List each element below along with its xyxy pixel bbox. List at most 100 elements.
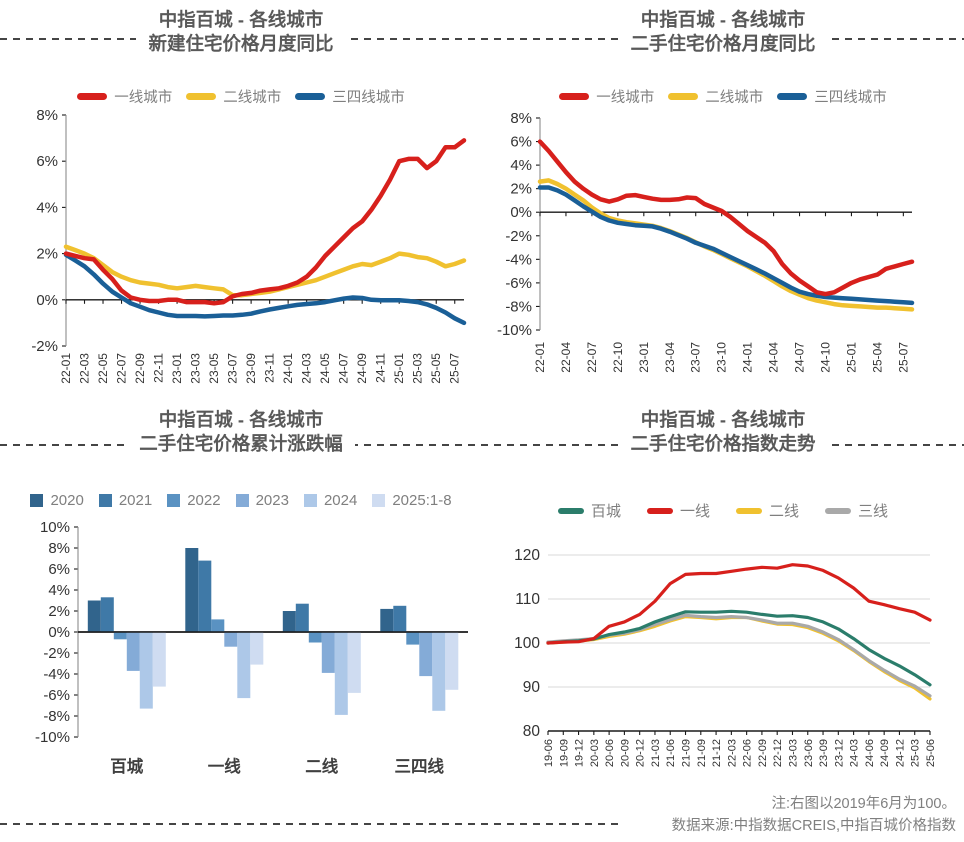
legend-swatch — [646, 507, 673, 514]
legend-label: 一线 — [679, 503, 710, 520]
axis-label: -2% — [31, 338, 58, 355]
bar — [185, 548, 199, 632]
axis-label: 2% — [510, 181, 532, 198]
legend-label: 二线城市 — [223, 90, 282, 106]
axis-label: 21-09 — [696, 739, 708, 767]
legend-swatch — [77, 93, 108, 100]
axis-label: 22-01 — [533, 342, 547, 373]
bar — [126, 632, 140, 671]
chart-cell-new-home-yoy: 中指百城 - 各线城市 新建住宅价格月度同比 一线城市 二线城市 三四线城市 8% 6… — [0, 0, 482, 400]
axis-label: 22-07 — [585, 342, 599, 373]
axis-label: 4% — [48, 582, 70, 599]
axis-label: 二线 — [305, 756, 339, 776]
chart-title-line2: 二手住宅价格月度同比 — [618, 32, 828, 57]
chart-cell-price-index: 中指百城 - 各线城市 二手住宅价格指数走势 百城 一线 二线 三线 120 110 10… — [482, 400, 964, 800]
axis-label: 24-03 — [300, 353, 314, 384]
axis-label: 20-03 — [589, 739, 601, 767]
axis-label: 0% — [48, 624, 70, 641]
axis-label: 百城 — [110, 757, 144, 776]
data-source: 数据来源:中指数据CREIS,中指百城价格指数 — [671, 818, 956, 834]
axis-label: 20-12 — [635, 739, 647, 767]
axis-label: 0% — [36, 292, 58, 309]
chart-legend: 一线城市 二线城市 三四线城市 — [0, 86, 482, 107]
axis-label: 24-10 — [818, 342, 832, 373]
bar — [224, 632, 238, 647]
series-line — [537, 185, 915, 306]
dashed-divider-bottom — [0, 823, 622, 825]
axis-label: -4% — [43, 666, 70, 683]
legend-swatch — [825, 507, 852, 514]
axis-label: 25-03 — [411, 353, 425, 384]
chart-title-cumulative-change: 中指百城 - 各线城市 二手住宅价格累计涨跌幅 — [0, 408, 482, 457]
legend-item: 一线城市 — [77, 86, 172, 107]
axis-label: 22-09 — [757, 739, 769, 767]
legend-item: 2022 — [167, 492, 221, 509]
axis-label: 23-01 — [170, 353, 184, 384]
axis-label: 25-07 — [896, 342, 910, 373]
axis-label: -2% — [43, 645, 70, 662]
series-line — [63, 252, 467, 326]
axis-label: 23-04 — [663, 342, 677, 373]
axis-label: 23-10 — [715, 342, 729, 373]
bar — [380, 608, 394, 632]
legend-swatch — [557, 507, 584, 514]
axis-label: 6% — [48, 561, 70, 578]
legend-item: 2020 — [30, 492, 84, 509]
legend-swatch — [303, 494, 317, 507]
axis-label: 三四线 — [395, 756, 445, 776]
axis-label: 23-11 — [263, 353, 277, 383]
axis-label: -6% — [505, 275, 532, 292]
axis-label: 25-04 — [870, 342, 884, 373]
axis-label: -4% — [505, 251, 532, 268]
bar — [393, 605, 407, 633]
series-line — [63, 138, 467, 306]
axis-label: 100 — [514, 635, 540, 652]
bar — [432, 632, 446, 711]
axis-label: 24-03 — [849, 739, 861, 767]
axis-label: 23-09 — [244, 353, 258, 384]
axis-label: 23-06 — [803, 739, 815, 767]
chart-title-line1: 中指百城 - 各线城市 — [146, 8, 336, 33]
axis-label: 90 — [523, 679, 541, 696]
axis-label: 23-03 — [189, 353, 203, 384]
axis-label: 21-12 — [711, 739, 723, 767]
axis-label: 22-05 — [96, 353, 110, 384]
axis-label: 24-09 — [355, 353, 369, 384]
chart-title-line2: 新建住宅价格月度同比 — [136, 32, 346, 57]
chart-title-price-index: 中指百城 - 各线城市 二手住宅价格指数走势 — [482, 408, 964, 457]
legend-swatch — [559, 93, 590, 100]
axis-label: 10% — [40, 519, 70, 536]
axis-label: 22-04 — [559, 342, 573, 373]
legend-item: 2023 — [235, 492, 289, 509]
axis-label: -10% — [35, 729, 70, 746]
footnote: 注:右图以2019年6月为100。 — [771, 796, 956, 812]
axis-label: 23-05 — [207, 353, 221, 384]
legend-item: 二线 — [736, 500, 799, 521]
bar — [87, 600, 101, 632]
chart-title-line2: 二手住宅价格指数走势 — [618, 432, 828, 457]
axis-label: 24-09 — [879, 739, 891, 767]
chart-title-secondhand-yoy: 中指百城 - 各线城市 二手住宅价格月度同比 — [482, 8, 964, 57]
axis-label: 24-11 — [374, 353, 388, 383]
legend-item: 2025:1-8 — [372, 492, 452, 509]
legend-swatch — [295, 93, 326, 100]
axis-label: 8% — [510, 110, 532, 127]
axis-label: 25-01 — [844, 342, 858, 373]
legend-swatch — [736, 507, 762, 514]
bar — [113, 632, 127, 640]
bar — [347, 632, 361, 693]
axis-label: 22-06 — [742, 739, 754, 767]
line-chart-secondhand-yoy: 8% 6% 4% 2% 0% -2% -4% -6% -8% -10%22-01 22-04 22-0… — [497, 110, 915, 373]
legend-item: 二线城市 — [668, 86, 763, 107]
chart-title-line1: 中指百城 - 各线城市 — [628, 8, 818, 33]
legend-item: 三四线城市 — [777, 86, 887, 107]
axis-label: 6% — [36, 153, 58, 170]
chart-title-new-home-yoy: 中指百城 - 各线城市 新建住宅价格月度同比 — [0, 8, 482, 57]
axis-label: -8% — [505, 298, 532, 315]
bar — [334, 632, 348, 715]
chart-legend: 2020 2021 2022 2023 2024 2025:1-8 — [0, 492, 482, 509]
axis-label: 22-03 — [78, 353, 92, 384]
axis-label: -2% — [505, 228, 532, 245]
axis-label: 19-06 — [543, 739, 555, 767]
axis-label: 2% — [36, 246, 58, 263]
